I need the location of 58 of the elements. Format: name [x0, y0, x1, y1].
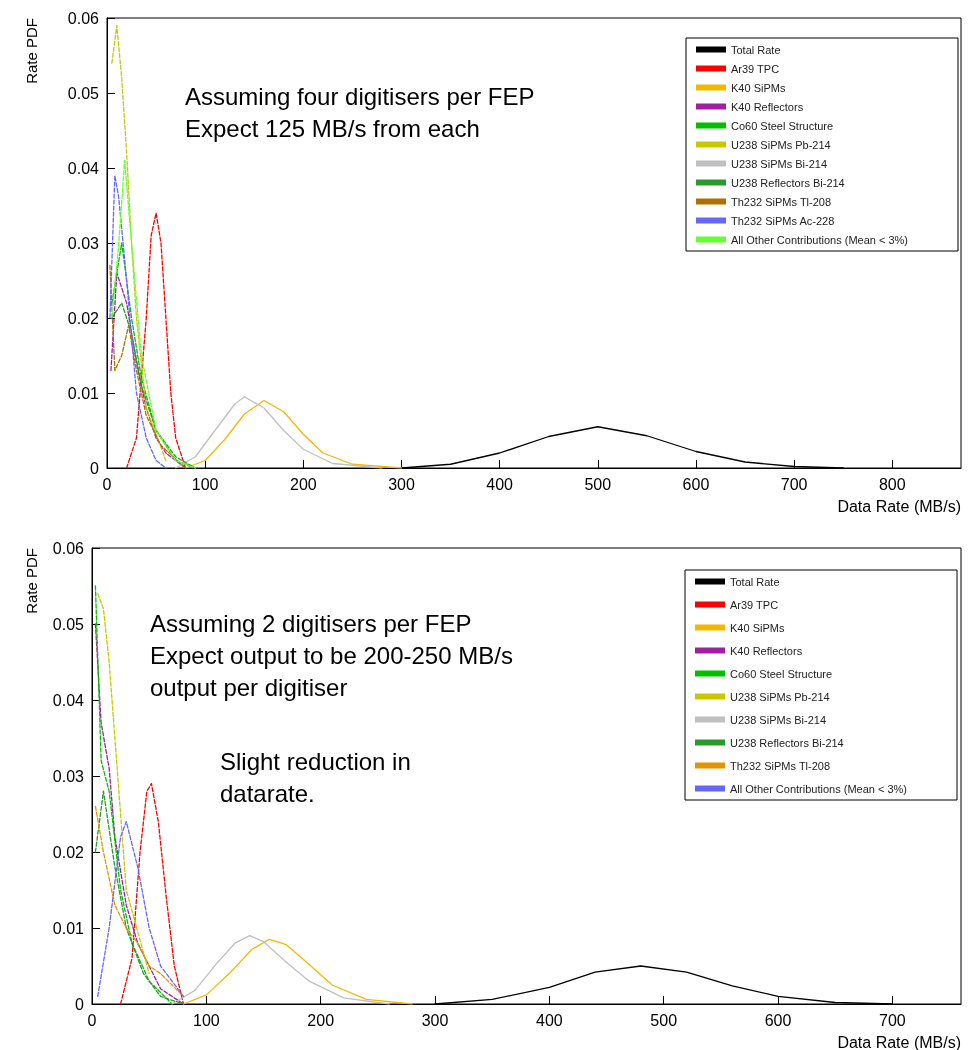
y-tick-label: 0.03	[52, 767, 85, 785]
legend-label: K40 SiPMs	[730, 621, 785, 634]
y-axis-title: Rate PDF	[23, 547, 40, 614]
y-tick-label: 0.04	[52, 691, 85, 709]
x-axis-title: Data Rate (MB/s)	[837, 497, 961, 515]
y-tick-label: 0	[75, 995, 85, 1013]
legend-label: U238 Reflectors Bi-214	[730, 736, 844, 749]
legend-label: U238 Reflectors Bi-214	[731, 176, 845, 189]
legend-label: Ar39 TPC	[731, 62, 780, 75]
x-tick-label: 700	[780, 475, 808, 493]
x-tick-label: 700	[879, 1011, 906, 1029]
x-tick-label: 600	[764, 1011, 792, 1029]
legend-label: K40 SiPMs	[731, 81, 786, 94]
x-tick-label: 200	[307, 1011, 335, 1029]
x-tick-label: 600	[682, 475, 710, 493]
legend-label: Ar39 TPC	[730, 598, 779, 611]
legend-label: K40 Reflectors	[730, 644, 803, 657]
y-tick-label: 0.01	[67, 384, 100, 402]
x-tick-label: 100	[191, 475, 219, 493]
legend-label: Co60 Steel Structure	[731, 119, 834, 132]
y-tick-label: 0.03	[67, 234, 100, 252]
x-tick-label: 100	[192, 1011, 220, 1029]
y-tick-label: 0.02	[52, 843, 85, 861]
x-tick-label: 200	[289, 475, 317, 493]
x-tick-label: 0	[102, 475, 112, 493]
legend-label: All Other Contributions (Mean < 3%)	[730, 782, 908, 795]
x-tick-label: 300	[421, 1011, 449, 1029]
legend-label: All Other Contributions (Mean < 3%)	[731, 233, 909, 246]
y-tick-label: 0.06	[52, 539, 85, 557]
x-axis-title: Data Rate (MB/s)	[837, 1033, 961, 1050]
y-tick-label: 0.02	[67, 309, 100, 327]
y-tick-label: 0	[90, 459, 100, 477]
annotation: Assuming four digitisers per FEP Expect 125 MB/s from each	[185, 82, 535, 142]
annotation: Assuming 2 digitisers per FEP Expect output to be 200-250 MB/s output per digitiser	[150, 609, 513, 701]
x-tick-label: 400	[536, 1011, 563, 1029]
x-tick-label: 500	[584, 475, 612, 493]
legend-label: Total Rate	[730, 575, 780, 588]
legend-label: U238 SiPMs Pb-214	[730, 690, 830, 703]
legend-label: Co60 Steel Structure	[730, 667, 833, 680]
legend-label: U238 SiPMs Pb-214	[731, 138, 831, 151]
x-tick-label: 400	[486, 475, 514, 493]
x-tick-label: 500	[650, 1011, 678, 1029]
y-tick-label: 0.06	[67, 9, 100, 27]
y-tick-label: 0.01	[52, 919, 85, 937]
legend-label: Th232 SiPMs Tl-208	[730, 759, 831, 772]
y-tick-label: 0.04	[67, 159, 100, 177]
legend-label: K40 Reflectors	[731, 100, 804, 113]
y-axis-title: Rate PDF	[23, 17, 40, 84]
y-tick-label: 0.05	[52, 615, 85, 633]
legend-label: U238 SiPMs Bi-214	[730, 713, 827, 726]
legend-label: Total Rate	[731, 43, 781, 56]
annotation: Slight reduction in datarate.	[220, 747, 411, 807]
legend-label: U238 SiPMs Bi-214	[731, 157, 828, 170]
x-tick-label: 300	[388, 475, 415, 493]
legend-label: Th232 SiPMs Tl-208	[731, 195, 832, 208]
y-tick-label: 0.05	[67, 84, 100, 102]
legend-label: Th232 SiPMs Ac-228	[731, 214, 835, 227]
x-tick-label: 800	[878, 475, 906, 493]
